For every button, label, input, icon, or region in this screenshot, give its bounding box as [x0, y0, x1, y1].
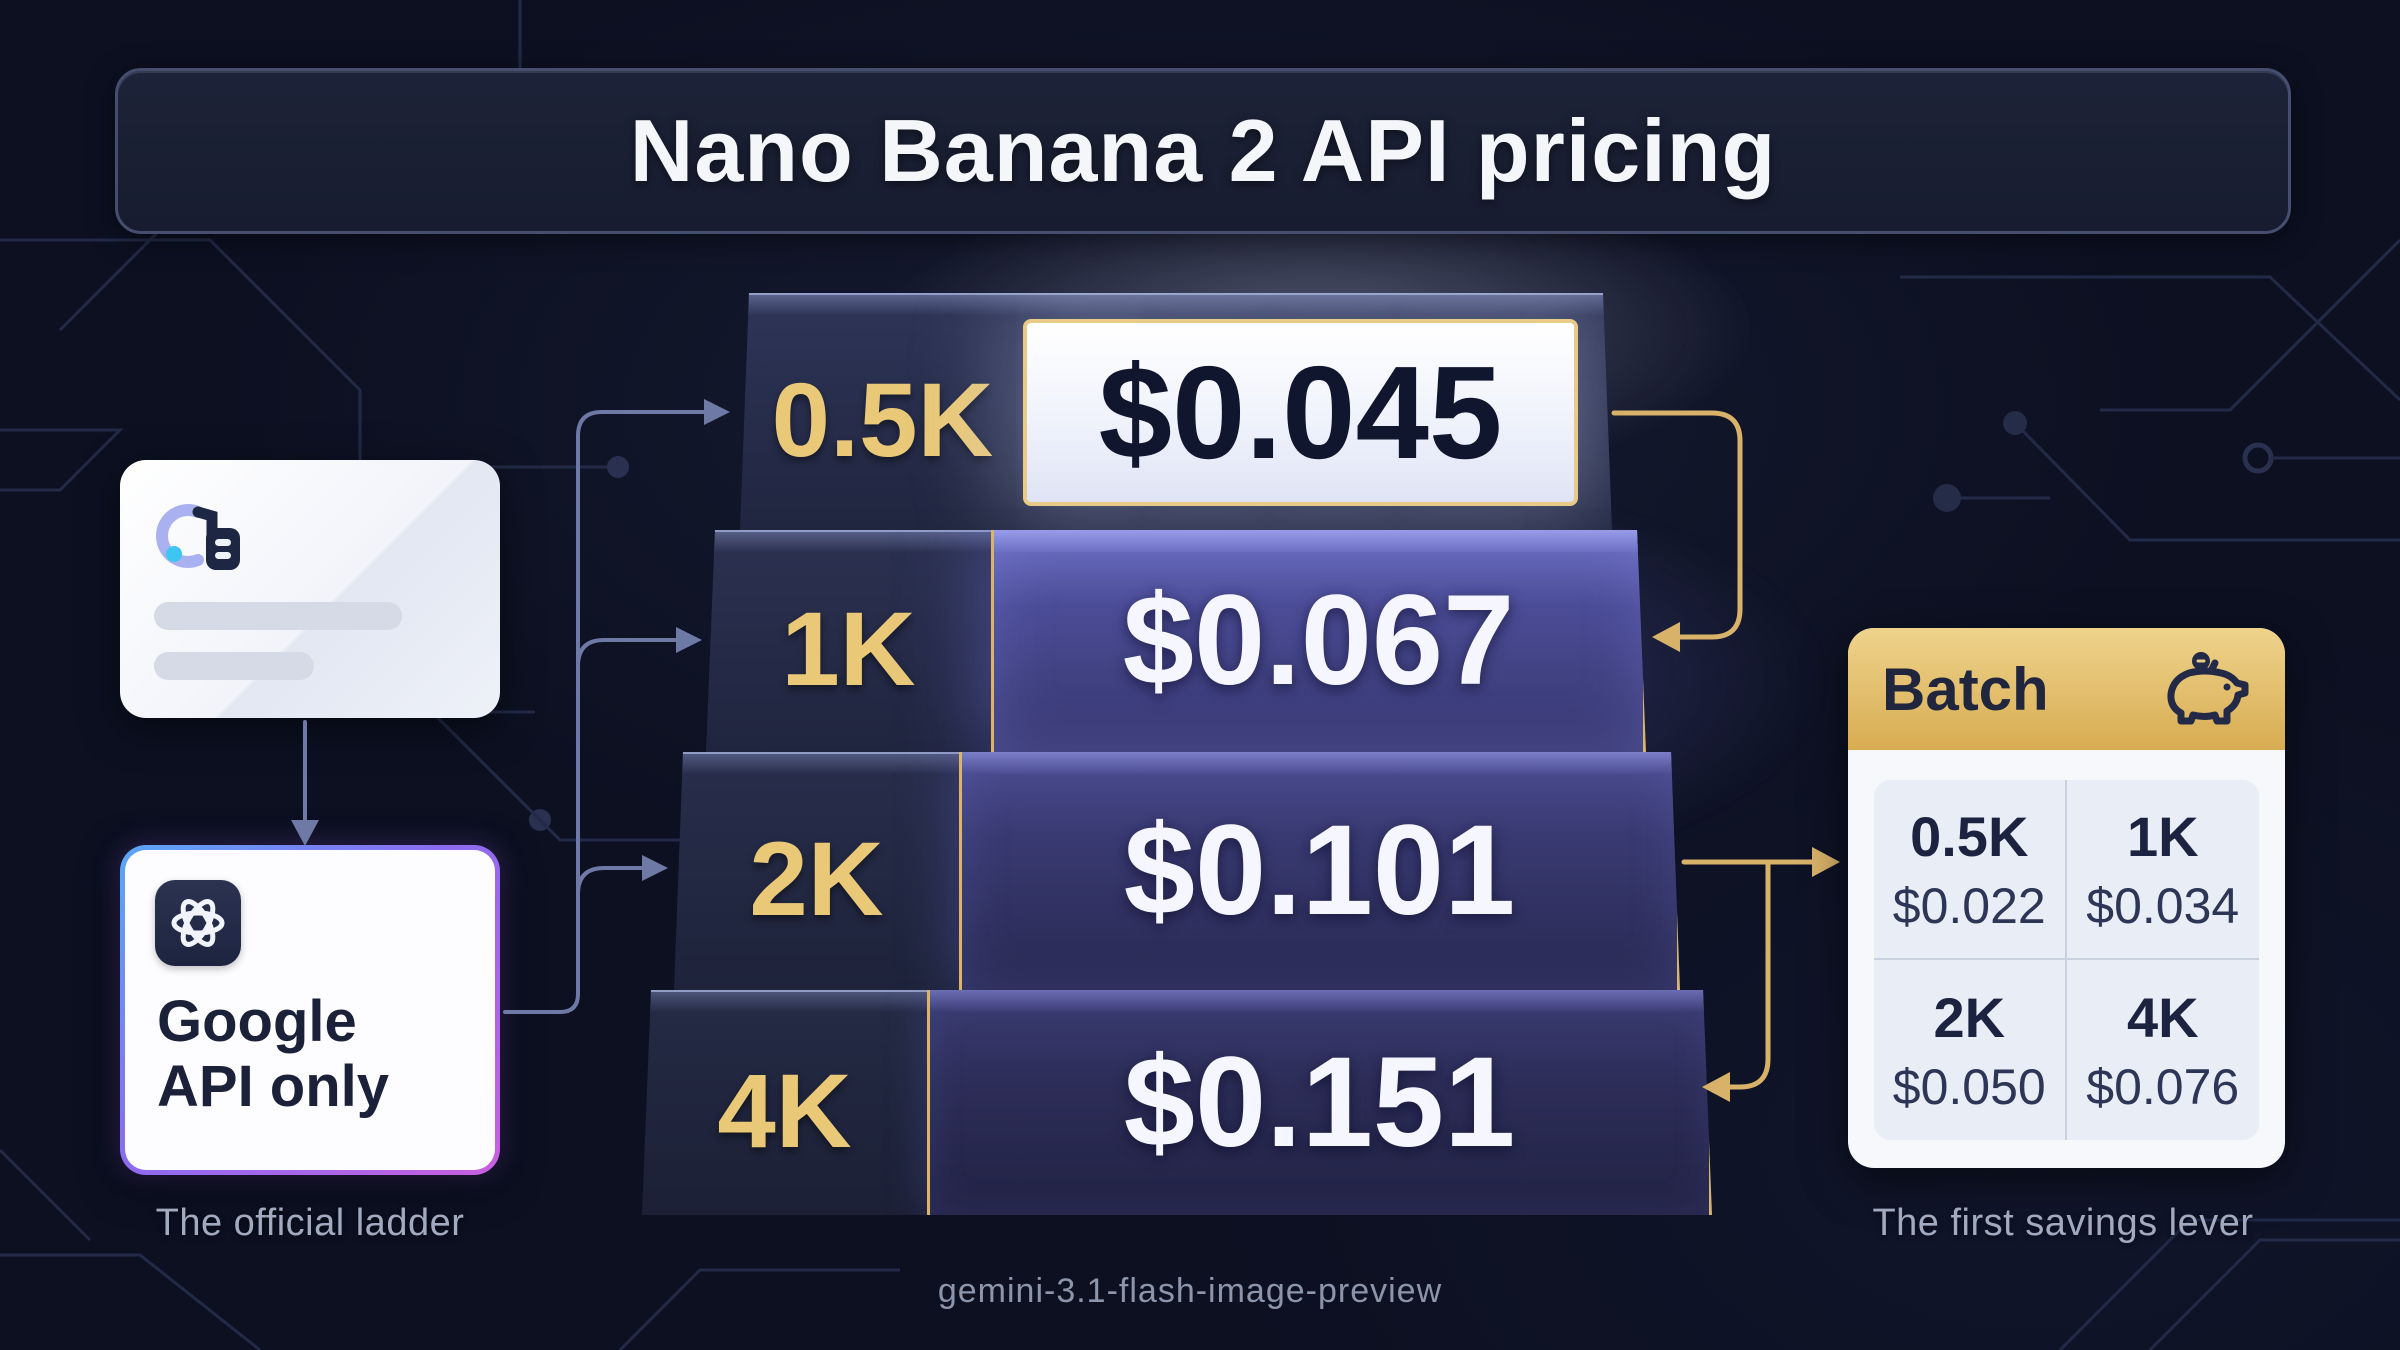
resolution-label: 1K	[781, 591, 916, 708]
resolution-label: 4K	[717, 1052, 852, 1170]
resolution-label: 0.5K	[771, 361, 994, 479]
batch-cell-0-5k: 0.5K $0.022	[1874, 780, 2067, 960]
batch-cell-2k: 2K $0.050	[1874, 960, 2067, 1140]
batch-price-grid: 0.5K $0.022 1K $0.034 2K $0.050 4K $0.07…	[1874, 780, 2259, 1140]
batch-cell-1k: 1K $0.034	[2066, 780, 2259, 960]
batch-cell-4k: 4K $0.076	[2086, 985, 2240, 1115]
savings-lever-caption: The first savings lever	[1872, 1202, 2254, 1244]
skeleton-line	[154, 602, 402, 630]
price-box-highlight: $0.045	[1023, 319, 1578, 506]
skeleton-line	[154, 652, 314, 680]
ladder-step-0-5k: 0.5K $0.045	[740, 293, 1612, 530]
title-bar: Nano Banana 2 API pricing	[115, 68, 2291, 234]
ladder-step-2k: 2K $0.101	[674, 752, 1680, 990]
google-api-card: Google API only	[120, 845, 500, 1175]
price-panel: $0.151	[927, 990, 1712, 1215]
api-client-card	[120, 460, 500, 718]
resolution-label: 2K	[749, 821, 884, 938]
piggy-bank-icon	[2167, 652, 2249, 725]
price-value: $0.067	[1122, 569, 1515, 712]
batch-header: Batch	[1848, 628, 2285, 750]
price-panel: $0.101	[959, 752, 1680, 990]
price-value: $0.101	[1123, 799, 1516, 942]
page-title: Nano Banana 2 API pricing	[629, 101, 1777, 200]
model-name-label: gemini-3.1-flash-image-preview	[937, 1272, 1443, 1310]
official-ladder-caption: The official ladder	[155, 1202, 465, 1244]
batch-title: Batch	[1882, 655, 2049, 723]
openai-logo-icon	[155, 880, 241, 966]
price-value: $0.151	[1123, 1030, 1516, 1174]
price-panel: $0.067	[991, 530, 1646, 752]
step-top-bevel	[740, 293, 1612, 315]
ladder-step-4k: 4K $0.151	[642, 990, 1712, 1215]
google-api-only-label: Google API only	[157, 989, 390, 1119]
batch-pricing-card: Batch 0.5K $0.022 1K $0.034 2K $0.050	[1848, 628, 2285, 1168]
price-value: $0.045	[1098, 338, 1503, 486]
ladder-step-1k: 1K $0.067	[706, 530, 1646, 752]
model-logo-icon	[156, 504, 240, 570]
